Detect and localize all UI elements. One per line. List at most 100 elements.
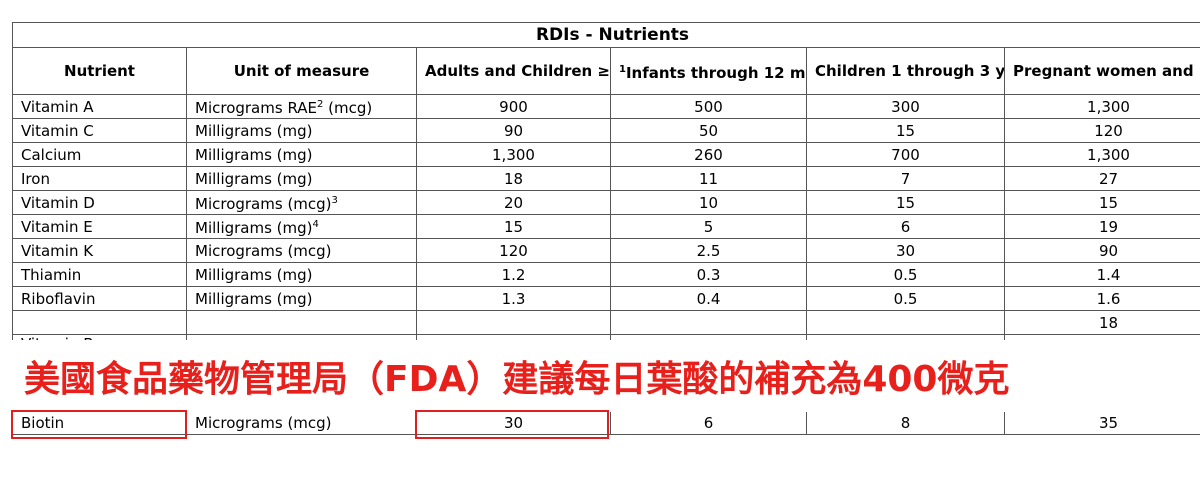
value-infants: 6 — [610, 410, 807, 435]
value-adults: 20 — [416, 190, 611, 215]
value-infants: 5 — [610, 214, 807, 239]
nutrient-cell: Vitamin E — [12, 214, 187, 239]
value-infants — [610, 310, 807, 335]
value-children: 700 — [806, 142, 1005, 167]
nutrient-cell — [12, 310, 187, 335]
value-children: 15 — [806, 190, 1005, 215]
unit-cell: Micrograms RAE2 (mcg) — [186, 94, 417, 119]
unit-cell: Micrograms (mcg)3 — [186, 190, 417, 215]
unit-label: Micrograms (mcg) — [195, 241, 332, 260]
unit-label: Milligrams (mg) — [195, 121, 313, 140]
value-infants: 260 — [610, 142, 807, 167]
header-infants-footnote: 1 — [619, 63, 626, 75]
table-row: Vitamin A Micrograms RAE2 (mcg) 900 500 300 1… — [12, 94, 1200, 119]
nutrient-cell: Calcium — [12, 142, 187, 167]
value-children: 6 — [806, 214, 1005, 239]
header-infants: 1Infants through 12 months — [610, 47, 807, 95]
unit-cell: Milligrams (mg) — [186, 262, 417, 287]
value-children: 8 — [806, 410, 1005, 435]
nutrient-cell: Riboflavin — [12, 286, 187, 311]
value-adults: 90 — [416, 118, 611, 143]
value-pregnant: 1.6 — [1003, 286, 1200, 311]
nutrient-name: Vitamin C — [21, 121, 94, 140]
value-children: 0.5 — [806, 286, 1005, 311]
unit-label: Milligrams (mg) — [195, 219, 313, 237]
nutrient-name: Iron — [21, 169, 50, 188]
unit-cell: Micrograms (mcg) — [186, 410, 417, 435]
table-row: Riboflavin Milligrams (mg) 1.3 0.4 0.5 1.6 — [12, 286, 1200, 311]
unit-label: Micrograms (mcg) — [195, 413, 332, 432]
value-children: 0.5 — [806, 262, 1005, 287]
value-adults: 1.2 — [416, 262, 611, 287]
table-row: 18 — [12, 310, 1200, 335]
nutrient-name: Vitamin E — [21, 217, 93, 236]
unit-footnote: 2 — [317, 99, 324, 110]
value-pregnant: 35 — [1003, 410, 1200, 435]
unit-cell: Milligrams (mg) — [186, 142, 417, 167]
folate-nutrient-highlight — [11, 410, 187, 439]
unit-cell: Micrograms (mcg) — [186, 238, 417, 263]
header-children: Children 1 through 3 years — [806, 47, 1005, 95]
nutrient-name: Calcium — [21, 145, 82, 164]
unit-label: Milligrams (mg) — [195, 169, 313, 188]
nutrient-cell: Vitamin C — [12, 118, 187, 143]
value-infants: 500 — [610, 94, 807, 119]
value-children: 7 — [806, 166, 1005, 191]
nutrient-name: Vitamin K — [21, 241, 94, 260]
nutrient-cell: Vitamin K — [12, 238, 187, 263]
caption-banner: 美國食品藥物管理局（FDA）建議每日葉酸的補充為400微克 — [0, 340, 1200, 412]
unit-footnote: 3 — [331, 195, 338, 206]
nutrient-name: Vitamin A — [21, 97, 94, 116]
unit-label: Milligrams (mg) — [195, 145, 313, 164]
table-row: Thiamin Milligrams (mg) 1.2 0.3 0.5 1.4 — [12, 262, 1200, 287]
header-nutrient: Nutrient — [12, 47, 187, 95]
table-row: Vitamin C Milligrams (mg) 90 50 15 120 — [12, 118, 1200, 143]
unit-label: Micrograms RAE — [195, 99, 317, 117]
value-pregnant: 1,300 — [1003, 94, 1200, 119]
value-adults: 900 — [416, 94, 611, 119]
value-pregnant: 19 — [1003, 214, 1200, 239]
value-pregnant: 1.4 — [1003, 262, 1200, 287]
table-row: Biotin Micrograms (mcg) 30 6 8 35 — [12, 410, 1200, 435]
nutrient-cell: Biotin — [12, 410, 187, 435]
value-pregnant: 27 — [1003, 166, 1200, 191]
value-adults: 30 — [416, 410, 611, 435]
nutrient-name: Biotin — [21, 413, 65, 432]
value-children — [806, 310, 1005, 335]
nutrient-cell: Iron — [12, 166, 187, 191]
header-adults: Adults and Children ≥ 4 years — [416, 47, 611, 95]
value-infants: 2.5 — [610, 238, 807, 263]
value-adults: 18 — [416, 166, 611, 191]
value-adults: 1.3 — [416, 286, 611, 311]
value-pregnant: 18 — [1003, 310, 1200, 335]
value-adults: 1,300 — [416, 142, 611, 167]
value-pregnant: 120 — [1003, 118, 1200, 143]
unit-label: Milligrams (mg) — [195, 265, 313, 284]
value-infants: 10 — [610, 190, 807, 215]
nutrient-name: Vitamin D — [21, 193, 95, 212]
header-infants-label: Infants through 12 months — [625, 63, 806, 82]
table-row: Iron Milligrams (mg) 18 11 7 27 — [12, 166, 1200, 191]
unit-suffix: (mcg) — [323, 99, 373, 117]
value-adults: 15 — [416, 214, 611, 239]
value-adults: 120 — [416, 238, 611, 263]
nutrient-cell: Thiamin — [12, 262, 187, 287]
unit-label: Milligrams (mg) — [195, 289, 313, 308]
header-pregnant: Pregnant women and lactating women — [1003, 47, 1200, 95]
unit-cell: Milligrams (mg) — [186, 166, 417, 191]
unit-label: Micrograms (mcg) — [195, 195, 332, 213]
table-row: Calcium Milligrams (mg) 1,300 260 700 1,300 — [12, 142, 1200, 167]
unit-footnote: 4 — [312, 219, 319, 230]
value-infants: 11 — [610, 166, 807, 191]
value-children: 30 — [806, 238, 1005, 263]
unit-cell: Milligrams (mg) — [186, 286, 417, 311]
value-infants: 0.3 — [610, 262, 807, 287]
value-pregnant: 1,300 — [1003, 142, 1200, 167]
header-unit: Unit of measure — [186, 47, 417, 95]
value-pregnant: 15 — [1003, 190, 1200, 215]
value-infants: 0.4 — [610, 286, 807, 311]
table-row: Vitamin D Micrograms (mcg)3 20 10 15 15 — [12, 190, 1200, 215]
value-children: 300 — [806, 94, 1005, 119]
table-row: Vitamin E Milligrams (mg)4 15 5 6 19 — [12, 214, 1200, 239]
unit-cell — [186, 310, 417, 335]
